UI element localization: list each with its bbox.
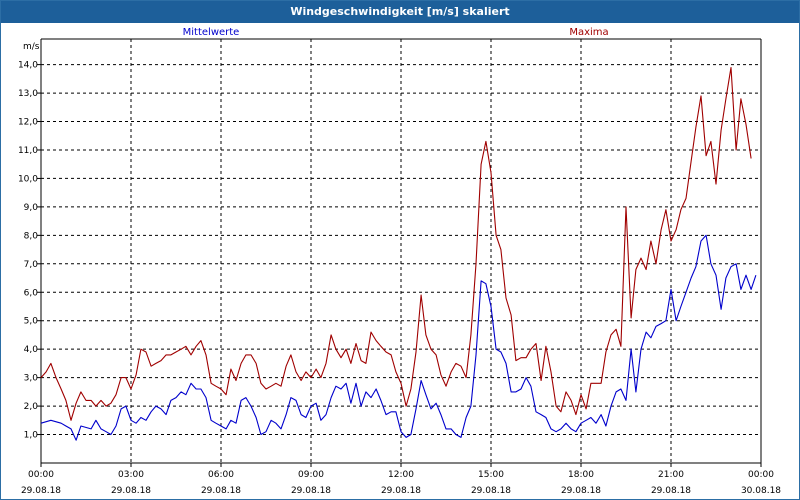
y-tick-label: 14,0: [18, 61, 38, 71]
legend-entry: Mittelwerte: [183, 27, 240, 38]
x-tick-label-time: 06:00: [208, 470, 234, 480]
x-tick-label-date: 29.08.18: [561, 486, 601, 496]
y-tick-label: 7,0: [24, 260, 39, 270]
y-tick-label: 8,0: [24, 231, 39, 241]
x-tick-label-time: 00:00: [28, 470, 54, 480]
x-tick-label-date: 29.08.18: [651, 486, 691, 496]
x-tick-label-date: 29.08.18: [21, 486, 61, 496]
x-tick-label-time: 00:00: [748, 470, 774, 480]
x-tick-label-date: 30.08.18: [741, 486, 781, 496]
y-tick-label: 9,0: [24, 203, 39, 213]
legend-entry: Maxima: [569, 27, 608, 38]
x-tick-label-time: 12:00: [388, 470, 414, 480]
y-tick-label: 6,0: [24, 288, 39, 298]
series-line-mittelwerte: [40, 234, 757, 441]
x-tick-label-date: 29.08.18: [291, 486, 331, 496]
x-tick-label-date: 29.08.18: [381, 486, 421, 496]
y-tick-label: 12,0: [18, 118, 38, 128]
y-tick-label: 13,0: [18, 89, 38, 99]
y-tick-label: 5,0: [24, 317, 39, 327]
x-tick-label-time: 15:00: [478, 470, 504, 480]
y-tick-label: 3,0: [24, 374, 39, 384]
window-title: Windgeschwindigkeit [m/s] skaliert: [1, 1, 799, 23]
x-tick-label-date: 29.08.18: [201, 486, 241, 496]
x-tick-label-time: 09:00: [298, 470, 324, 480]
y-tick-label: 10,0: [18, 174, 38, 184]
x-tick-label-date: 29.08.18: [471, 486, 511, 496]
y-axis-label: m/s: [23, 42, 40, 52]
y-tick-label: 4,0: [24, 345, 39, 355]
y-tick-label: 2,0: [24, 402, 39, 412]
x-tick-label-date: 29.08.18: [111, 486, 151, 496]
y-tick-label: 11,0: [18, 146, 38, 156]
x-tick-label-time: 03:00: [118, 470, 144, 480]
series-line-maxima: [40, 66, 752, 421]
x-tick-label-time: 21:00: [658, 470, 684, 480]
x-tick-label-time: 18:00: [568, 470, 594, 480]
y-tick-label: 1,0: [24, 431, 39, 441]
